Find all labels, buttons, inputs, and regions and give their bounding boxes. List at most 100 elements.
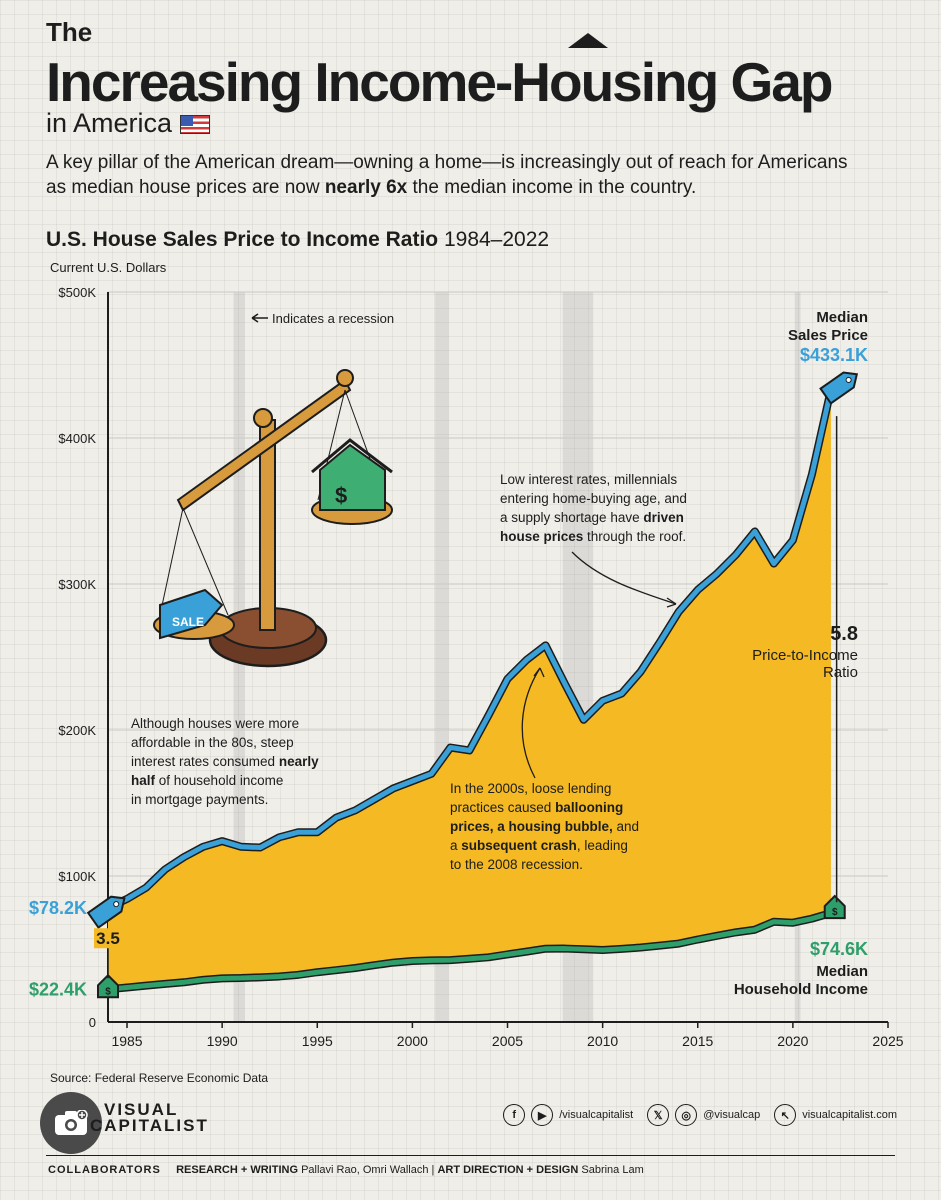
social-handle-1[interactable]: /visualcapitalist [559,1109,634,1121]
price-point [563,682,566,685]
price-end-tag-hole [845,376,852,383]
price-point [220,839,224,843]
annotation-recent-line-run: house prices [500,529,583,544]
annotation-2000s-arrowhead [533,667,545,678]
price-point [715,572,718,575]
annotation-2000s-line-run: subsequent crash [461,838,577,853]
x-tick-label: 1995 [302,1033,333,1049]
price-point [696,588,699,592]
social-handle-2[interactable]: @visualcap [703,1109,761,1121]
price-point [373,798,376,801]
instagram-icon[interactable]: ◎ [675,1104,698,1126]
recession-note-arrow [251,313,268,323]
x-tick-label: 1990 [207,1033,238,1049]
annotation-80s-line-run: of household income [155,773,283,788]
annotation-recent-line-run: a supply shortage have [500,510,643,525]
price-start-label: $78.2K [29,898,87,918]
annotation-2000s-line: prices, a housing bubble, and [450,819,639,834]
lede-part1: A key pillar of the American dream—ownin… [46,152,848,198]
income-start-house-shape [97,973,119,999]
gap-area [108,389,831,990]
sale-tag [159,588,224,640]
income-point [449,958,452,962]
annotation-recent-arrowhead [666,597,677,608]
ratio-start-bg [94,928,122,949]
research-names: Pallavi Rao, Omri Wallach [301,1164,429,1176]
annotation-80s-line-run: Although houses were more [131,716,299,731]
x-tick-label: 2005 [492,1033,523,1049]
youtube-icon[interactable]: ▶ [531,1104,554,1126]
income-point [239,976,243,980]
x-tick-label: 2025 [872,1033,903,1049]
annotation-2000s-pointer [521,667,541,779]
income-point [163,982,167,986]
income-point [316,971,319,974]
price-point [411,779,414,783]
price-start-tag-hole [113,901,120,908]
ratio-start-label: 3.5 [96,929,120,948]
price-point [316,831,319,834]
income-point [468,957,471,960]
balance-scale-illustration: $ SALE [153,369,393,668]
price-point [791,539,795,542]
price-point [125,897,129,901]
income-end-house-shape [823,894,846,920]
income-end-value: $74.6K [810,939,868,959]
price-end-tag [819,371,859,405]
website-link[interactable]: visualcapitalist.com [802,1109,897,1121]
price-point [182,855,186,859]
price-start-tag [86,895,126,929]
price-point [144,886,148,889]
facebook-icon[interactable]: f [503,1104,526,1126]
price-point [506,677,509,681]
income-point [297,973,300,977]
price-point [525,658,528,662]
y-tick-label: $100K [58,869,96,884]
annotation-recent-line: a supply shortage have driven [500,510,684,525]
price-point [620,692,623,695]
art-names: Sabrina Lam [581,1164,644,1176]
chart-title-bold: U.S. House Sales Price to Income Ratio [46,228,439,251]
roof-icon [568,33,608,48]
y-axis-unit: Current U.S. Dollars [50,260,167,275]
income-point [715,934,718,938]
cursor-icon[interactable]: ↖ [774,1104,797,1126]
annotation-80s-line: affordable in the 80s, steep [131,735,294,750]
income-point [810,917,814,920]
annotation-80s-line-run: half [131,773,156,788]
price-end-tag-shape [819,371,859,405]
lede-part2: the median income in the country. [407,177,697,198]
sale-tag-text: SALE [172,615,204,629]
scale-string [159,507,184,616]
x-icon[interactable]: 𝕏 [647,1104,670,1126]
annotation-recent-line: Low interest rates, millennials [500,472,677,487]
income-point [373,964,376,967]
source-note: Source: Federal Reserve Economic Data [50,1071,269,1085]
annotation-recent-line-run: Low interest rates, millennials [500,472,677,487]
y-tick-label: $400K [58,431,96,446]
camera-icon[interactable] [40,1092,102,1154]
income-point [354,966,357,970]
lede-paragraph: A key pillar of the American dream—ownin… [46,150,866,200]
annotation-2000s-line: a subsequent crash, leading [450,838,628,853]
price-point [239,845,243,848]
social-links: f ▶ /visualcapitalist 𝕏 ◎ @visualcap ↖ v… [503,1104,905,1126]
income-end-name-2: Household Income [734,981,868,998]
y-tick-label: 0 [89,1015,96,1030]
subline-text: in America [46,108,173,138]
income-point [201,978,205,982]
income-point [734,931,738,934]
price-point [601,699,604,702]
income-point [430,959,433,962]
scale-beam [176,378,352,512]
price-point [772,562,776,565]
annotation-80s-line-run: nearly [279,754,319,769]
income-point [220,977,224,980]
price-point [487,714,490,717]
price-end-name-2: Sales Price [788,327,868,344]
chart-title-years: 1984–2022 [438,228,550,251]
price-point [639,670,642,673]
art-label: ART DIRECTION + DESIGN [437,1164,579,1176]
price-point [810,473,814,476]
collaborators-credit: COLLABORATORS RESEARCH + WRITING Pallavi… [48,1164,644,1176]
